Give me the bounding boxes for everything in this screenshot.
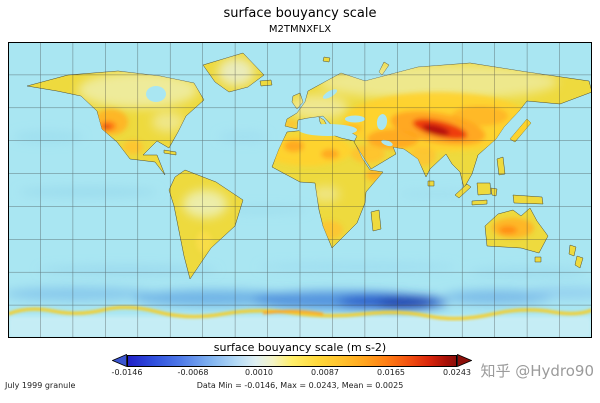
- colorbar-label: surface bouyancy scale (m s-2): [213, 341, 387, 354]
- colorbar-tick: 0.0165: [377, 367, 405, 377]
- antarctic-coast-line: [7, 305, 593, 321]
- colorbar: -0.0146 -0.0068 0.0010 0.0087 0.0165 0.0…: [112, 354, 472, 377]
- world-map: [3, 42, 600, 338]
- colorbar-tick: 0.0087: [311, 367, 339, 377]
- map-panel: [3, 42, 600, 338]
- colorbar-tick: -0.0146: [111, 367, 143, 377]
- watermark: 知乎 @Hydro90: [480, 362, 594, 380]
- colorbar-tick: 0.0010: [245, 367, 273, 377]
- colorbar-right-arrow-icon: [457, 354, 472, 367]
- map-frame: [8, 42, 592, 338]
- pale-land-overlays: [78, 58, 558, 218]
- stats-label: Data Min = -0.0146, Max = 0.0243, Mean =…: [196, 381, 404, 390]
- page-title: surface bouyancy scale: [223, 6, 377, 21]
- graticule: [8, 42, 592, 338]
- hotspot-overlays: [94, 92, 534, 253]
- colorbar-gradient: [127, 354, 457, 367]
- granule-label: July 1999 granule: [5, 381, 76, 390]
- colorbar-tick: 0.0243: [443, 367, 471, 377]
- colorbar-bar-wrap: -0.0146 -0.0068 0.0010 0.0087 0.0165 0.0…: [112, 354, 471, 377]
- page-subtitle: M2TMNXFLX: [268, 24, 332, 35]
- inland-seas: [146, 86, 393, 147]
- colorbar-tick: -0.0068: [177, 367, 209, 377]
- colorbar-left-arrow-icon: [112, 354, 127, 367]
- colorbar-ticks: -0.0146 -0.0068 0.0010 0.0087 0.0165 0.0…: [112, 367, 471, 379]
